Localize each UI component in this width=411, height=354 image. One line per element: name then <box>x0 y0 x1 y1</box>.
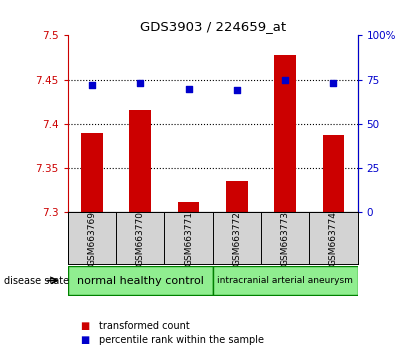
Text: GSM663773: GSM663773 <box>281 211 290 266</box>
Bar <box>226 181 248 212</box>
Text: GSM663771: GSM663771 <box>184 211 193 266</box>
Text: GSM663772: GSM663772 <box>232 211 241 266</box>
Title: GDS3903 / 224659_at: GDS3903 / 224659_at <box>140 20 286 33</box>
Text: GSM663770: GSM663770 <box>136 211 145 266</box>
Point <box>137 80 143 86</box>
Bar <box>81 133 103 212</box>
Point <box>282 77 289 82</box>
Bar <box>213 266 358 295</box>
Bar <box>129 110 151 212</box>
Bar <box>178 202 199 212</box>
Point <box>233 87 240 93</box>
Text: normal healthy control: normal healthy control <box>77 275 204 286</box>
Text: GSM663769: GSM663769 <box>88 211 97 266</box>
Bar <box>68 266 213 295</box>
Bar <box>274 55 296 212</box>
Text: GSM663774: GSM663774 <box>329 211 338 266</box>
Text: percentile rank within the sample: percentile rank within the sample <box>99 335 263 345</box>
Text: transformed count: transformed count <box>99 321 189 331</box>
Text: ■: ■ <box>80 321 90 331</box>
Bar <box>323 135 344 212</box>
Text: disease state: disease state <box>4 275 69 286</box>
Text: ■: ■ <box>80 335 90 345</box>
Point <box>89 82 95 88</box>
Text: intracranial arterial aneurysm: intracranial arterial aneurysm <box>217 276 353 285</box>
Point <box>185 86 192 91</box>
Point <box>330 80 337 86</box>
